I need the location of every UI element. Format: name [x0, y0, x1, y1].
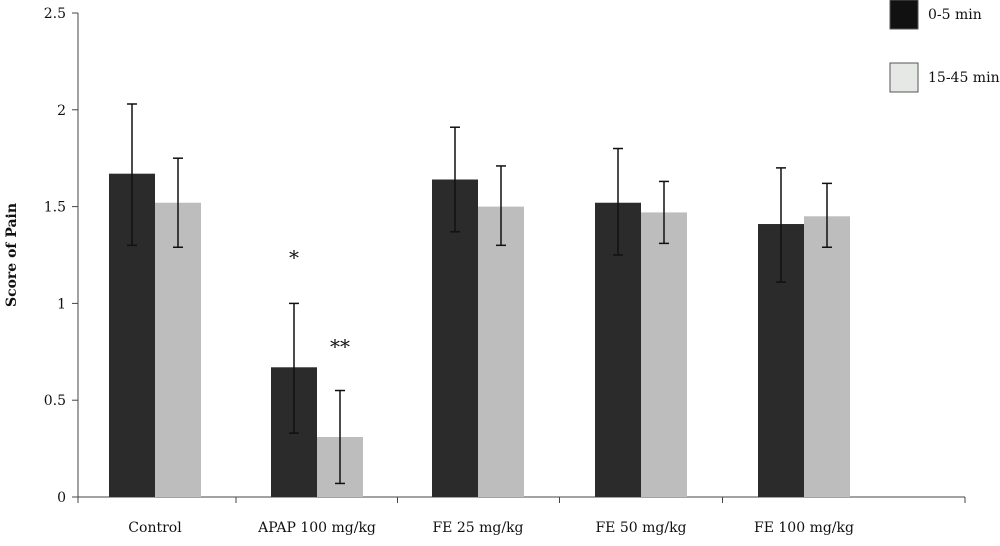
error-bars: [127, 103, 832, 485]
y-tick-label: 0.5: [44, 393, 66, 409]
significance-marker: *: [289, 246, 299, 270]
x-tick-label: FE 25 mg/kg: [432, 520, 523, 536]
legend: 0-5 min 15-45 min: [889, 0, 1000, 93]
x-axis: Control APAP 100 mg/kg FE 25 mg/kg FE 50 mg…: [77, 496, 966, 536]
y-tick-label: 2.5: [44, 6, 66, 22]
x-tick-label: APAP 100 mg/kg: [257, 520, 376, 536]
significance-marker: **: [330, 335, 350, 359]
x-tick-label: Control: [128, 520, 182, 536]
bar: [478, 206, 524, 497]
y-tick-label: 0: [57, 490, 66, 506]
y-tick-label: 1: [57, 296, 66, 312]
y-tick-label: 2: [57, 103, 66, 119]
y-axis-label: Score of Pain: [4, 203, 20, 307]
x-tick-label: FE 50 mg/kg: [595, 520, 686, 536]
legend-label: 0-5 min: [928, 7, 982, 23]
annotations: ***: [289, 246, 350, 359]
legend-swatch: [889, 62, 919, 93]
bar: [804, 216, 850, 497]
y-tick-label: 1.5: [44, 200, 66, 216]
y-axis: 0 0.5 1 1.5 2 2.5: [44, 6, 79, 506]
legend-label: 15-45 min: [928, 70, 1000, 86]
bar: [155, 202, 201, 497]
bar: [641, 212, 687, 497]
legend-swatch: [889, 0, 919, 30]
x-tick-label: FE 100 mg/kg: [754, 520, 854, 536]
bars: [109, 173, 850, 498]
